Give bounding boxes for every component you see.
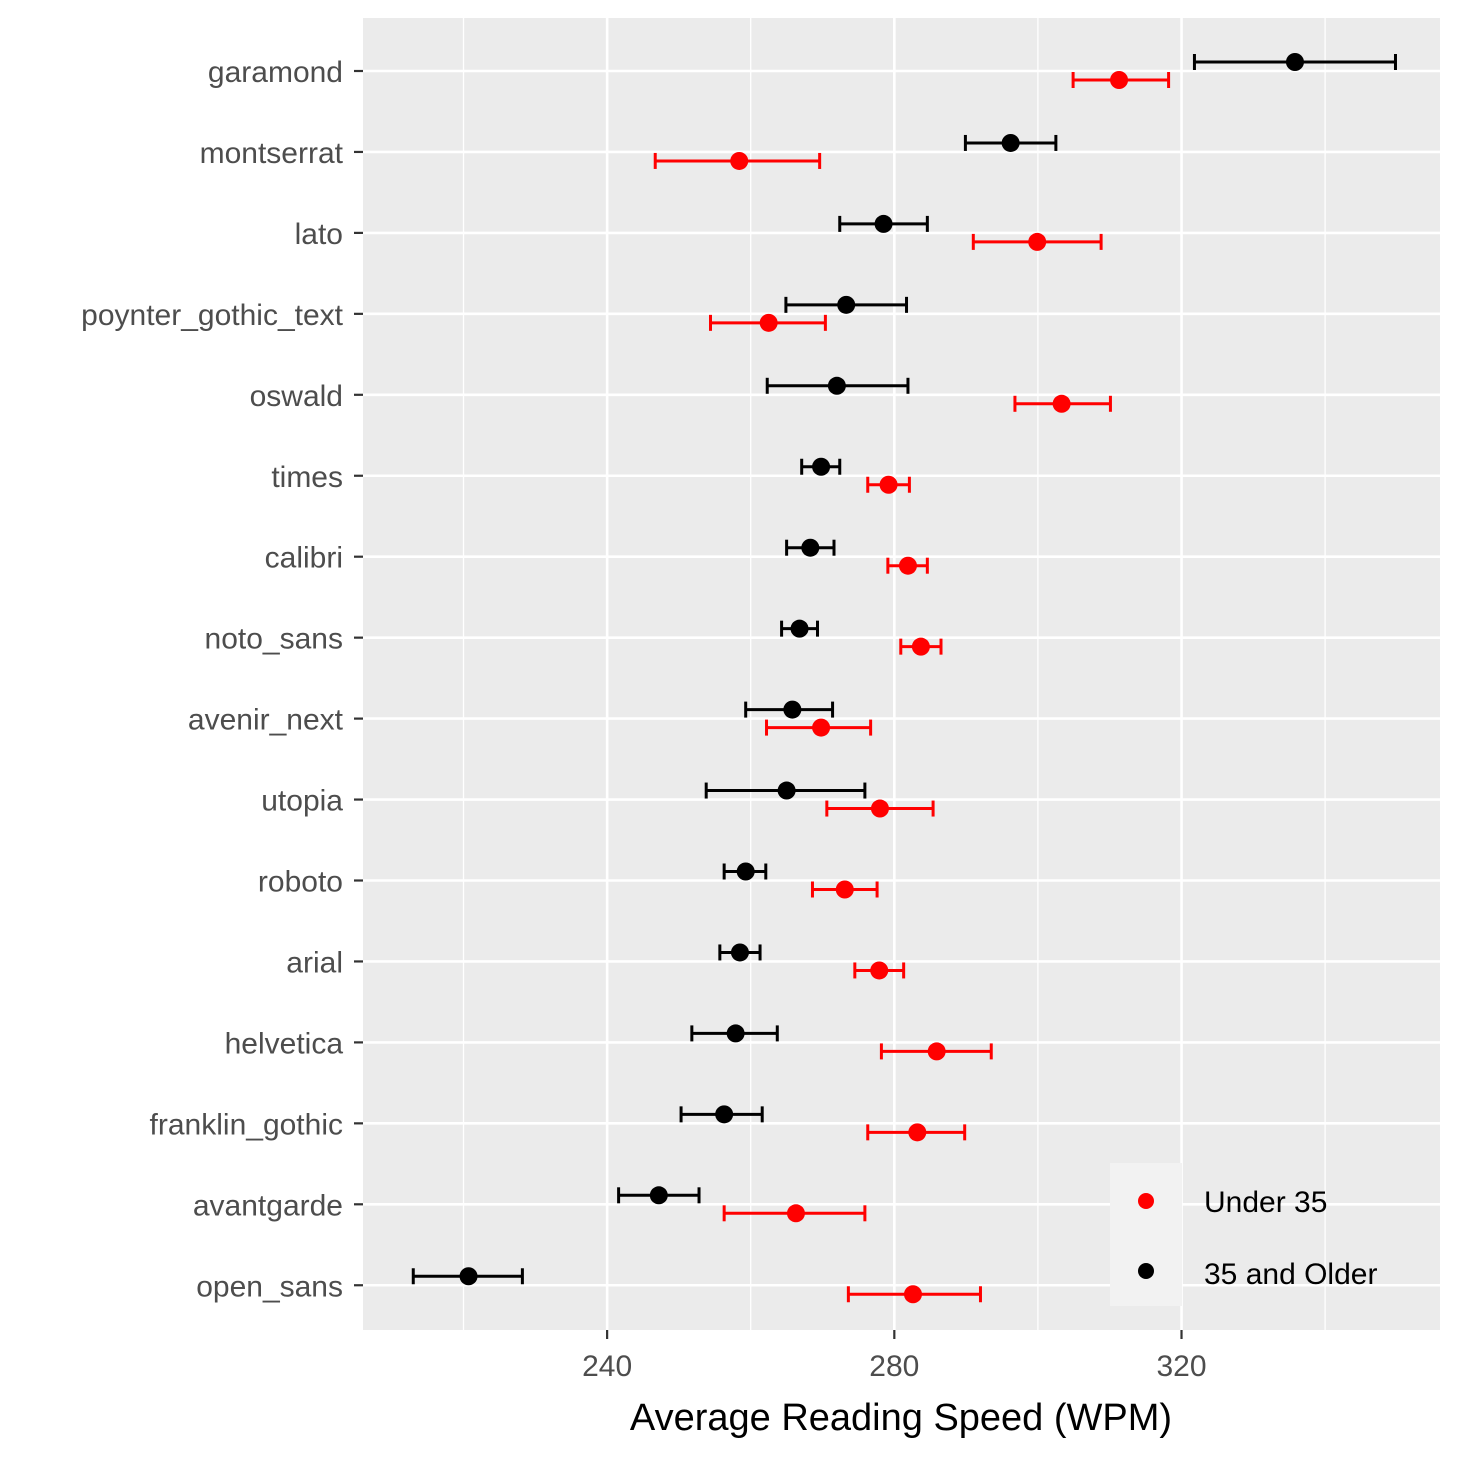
legend: Under 35 35 and Older <box>1110 1163 1377 1306</box>
point-under-35-poynter_gothic_text <box>759 313 778 332</box>
point-under-35-garamond <box>1110 71 1129 89</box>
point-35-and-older-franklin_gothic <box>715 1105 734 1124</box>
legend-key-under-35 <box>1138 1193 1154 1209</box>
point-under-35-franklin_gothic <box>908 1123 927 1142</box>
point-under-35-utopia <box>870 799 889 818</box>
y-tick-label-calibri: calibri <box>265 542 343 575</box>
point-under-35-calibri <box>898 556 917 575</box>
x-tick-label: 240 <box>582 1350 632 1383</box>
point-35-and-older-avenir_next <box>783 700 802 719</box>
point-35-and-older-roboto <box>736 862 755 881</box>
point-35-and-older-arial <box>730 943 749 962</box>
y-tick-label-arial: arial <box>286 946 343 979</box>
point-35-and-older-lato <box>874 214 893 233</box>
y-tick-label-noto_sans: noto_sans <box>205 623 343 656</box>
x-tick-label: 320 <box>1156 1350 1206 1383</box>
y-tick-label-montserrat: montserrat <box>200 137 344 170</box>
x-tick-label: 280 <box>869 1350 919 1383</box>
plot-panel <box>363 18 1440 1330</box>
point-35-and-older-calibri <box>801 538 820 557</box>
y-tick-label-franklin_gothic: franklin_gothic <box>150 1108 343 1141</box>
point-under-35-oswald <box>1052 394 1071 413</box>
point-under-35-roboto <box>835 880 854 899</box>
point-under-35-noto_sans <box>911 637 930 656</box>
y-axis: garamond montserrat lato poynter_gothic_tex… <box>81 56 363 1303</box>
point-35-and-older-utopia <box>777 781 796 800</box>
point-under-35-lato <box>1028 232 1047 251</box>
point-35-and-older-helvetica <box>726 1024 745 1043</box>
legend-label-35-and-older: 35 and Older <box>1204 1258 1377 1291</box>
y-tick-label-lato: lato <box>295 218 343 251</box>
legend-key-35-and-older <box>1138 1263 1154 1279</box>
y-tick-label-open_sans: open_sans <box>196 1270 343 1303</box>
point-under-35-times <box>879 475 898 494</box>
y-tick-label-garamond: garamond <box>208 56 343 89</box>
y-tick-label-oswald: oswald <box>250 380 343 413</box>
x-axis: 240 280 320 <box>582 1330 1207 1383</box>
y-tick-label-avantgarde: avantgarde <box>193 1189 343 1222</box>
y-tick-label-roboto: roboto <box>258 866 343 899</box>
point-under-35-helvetica <box>927 1042 946 1061</box>
x-axis-title: Average Reading Speed (WPM) <box>630 1397 1172 1439</box>
point-35-and-older-montserrat <box>1001 133 1020 152</box>
point-35-and-older-avantgarde <box>649 1186 668 1205</box>
point-under-35-arial <box>870 961 889 980</box>
y-tick-label-utopia: utopia <box>261 785 343 818</box>
point-35-and-older-poynter_gothic_text <box>837 295 856 314</box>
y-tick-label-avenir_next: avenir_next <box>188 704 344 737</box>
legend-key-background <box>1110 1163 1182 1306</box>
point-under-35-avenir_next <box>812 718 831 737</box>
point-35-and-older-open_sans <box>459 1267 478 1286</box>
point-under-35-avantgarde <box>786 1204 805 1223</box>
point-under-35-montserrat <box>730 151 749 170</box>
y-tick-label-times: times <box>271 461 343 494</box>
y-tick-label-poynter_gothic_text: poynter_gothic_text <box>81 299 344 332</box>
point-35-and-older-oswald <box>827 376 846 395</box>
data-marks <box>411 53 1397 1304</box>
point-under-35-open_sans <box>903 1285 922 1304</box>
legend-label-under-35: Under 35 <box>1204 1186 1327 1219</box>
point-35-and-older-times <box>812 457 831 476</box>
point-35-and-older-noto_sans <box>790 619 809 638</box>
y-tick-label-helvetica: helvetica <box>225 1027 344 1060</box>
point-35-and-older-garamond <box>1285 53 1304 71</box>
